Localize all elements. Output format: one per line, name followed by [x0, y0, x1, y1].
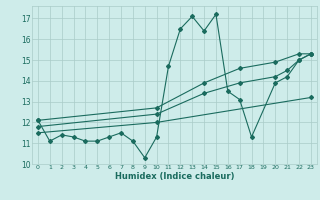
X-axis label: Humidex (Indice chaleur): Humidex (Indice chaleur) [115, 172, 234, 181]
